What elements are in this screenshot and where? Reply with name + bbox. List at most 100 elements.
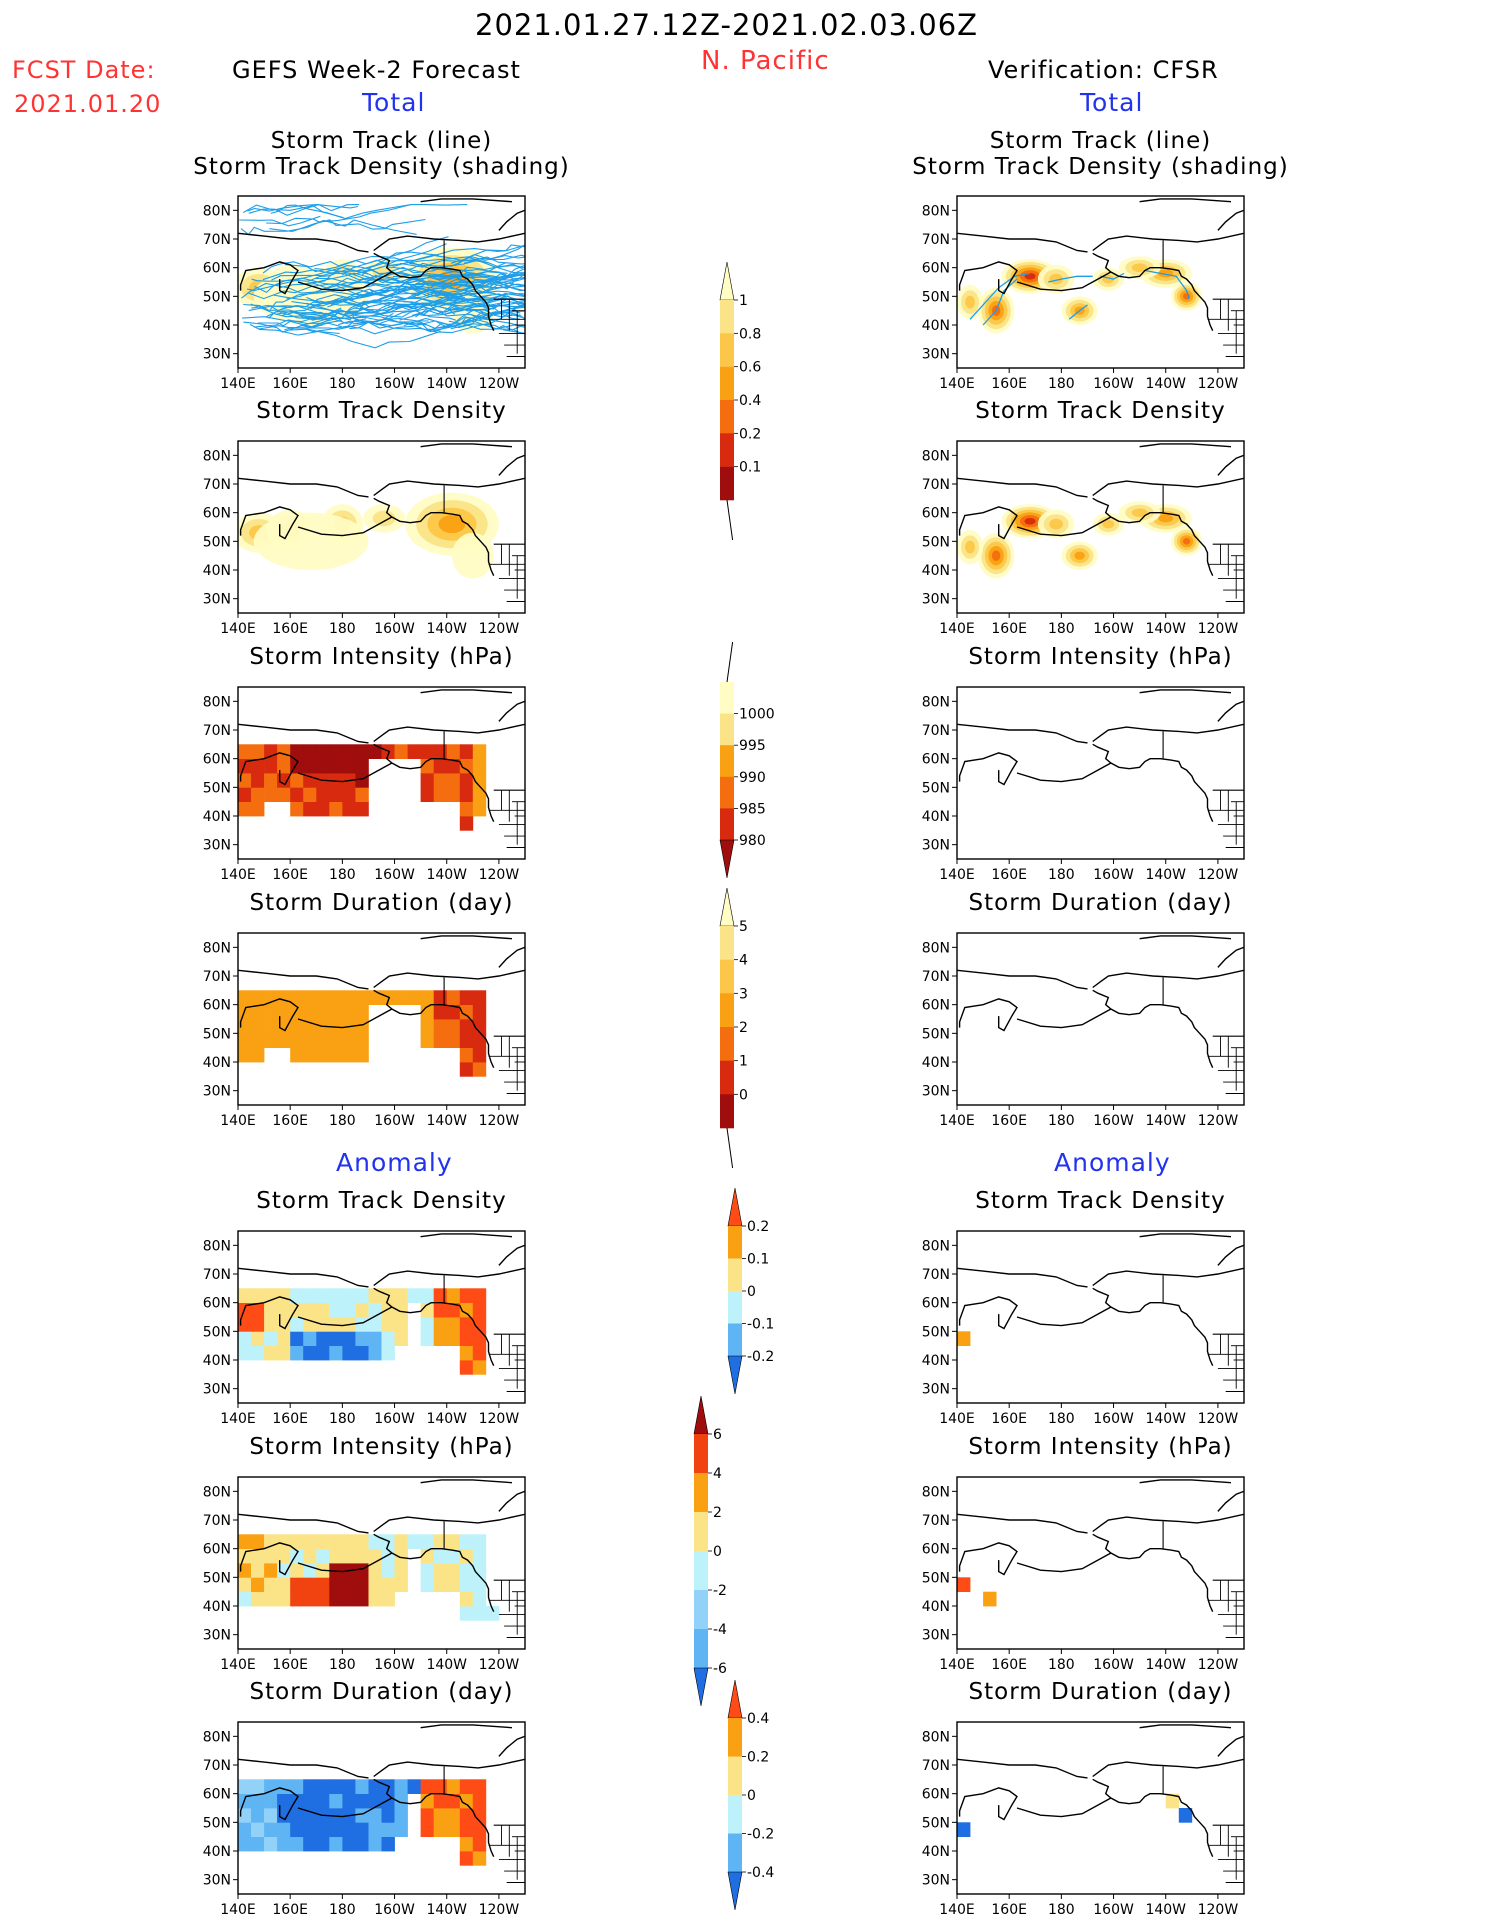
colorbar-swatch [720, 300, 734, 334]
grid-cell [303, 1047, 317, 1063]
colorbar-arrow-top [727, 1187, 743, 1227]
coastline-2 [1092, 1513, 1244, 1533]
grid-cell [446, 1004, 461, 1020]
panel-title: Storm Track (line) [271, 128, 492, 154]
storm-track-line [379, 244, 525, 267]
grid-cell [446, 1019, 461, 1034]
grid-cell [251, 1033, 265, 1048]
coastline-4 [1016, 1797, 1112, 1818]
lon-tick-label: 140W [1145, 1902, 1186, 1918]
lat-tick-label: 80N [203, 203, 231, 219]
grid-cell [446, 1288, 461, 1303]
lon-tick-label: 180 [1048, 1902, 1075, 1918]
grid-cell [485, 1606, 500, 1621]
grid-cell [368, 1288, 382, 1303]
grid-cell [303, 1288, 317, 1303]
grid-cell [342, 1779, 356, 1794]
grid-cell [238, 1822, 252, 1837]
coastline-1 [238, 232, 369, 253]
grid-cell [251, 1317, 265, 1332]
grid-cell [329, 1317, 343, 1332]
lon-tick-label: 140W [1145, 621, 1186, 637]
grid-cell [277, 1288, 291, 1303]
grid-cell [342, 1548, 356, 1564]
grid-cell [277, 1836, 291, 1852]
coastline-6 [1139, 935, 1232, 940]
grid-cell [355, 1836, 369, 1852]
grid-cell [329, 1577, 343, 1592]
map-frame [237, 440, 526, 614]
grid-cell [290, 1808, 304, 1823]
grid-cell [290, 1836, 304, 1852]
colorbar-swatch [720, 745, 734, 778]
storm-track-line [341, 257, 525, 276]
colorbar-swatch [694, 1551, 708, 1591]
grid-cell [277, 758, 291, 774]
storm-track-line [269, 289, 382, 310]
grid-cell [394, 744, 408, 759]
lat-tick-label: 80N [922, 1484, 950, 1500]
lon-tick-label: 180 [1048, 1113, 1075, 1129]
grid-cell [251, 990, 265, 1005]
grid-cell [238, 1288, 252, 1303]
lat-tick-label: 50N [203, 289, 231, 305]
grid-cell [329, 787, 343, 802]
storm-track-line [450, 255, 525, 264]
colorbar-swatch [694, 1590, 708, 1630]
grid-cell [303, 1577, 317, 1592]
coastline-4 [1016, 1306, 1112, 1327]
coastline-0 [958, 261, 1018, 295]
lat-tick-label: 30N [203, 1873, 231, 1889]
grid-cell [355, 1563, 369, 1578]
lon-tick-label: 140E [220, 1657, 256, 1673]
grid-cell [238, 1534, 252, 1549]
colorbar-label: 0.8 [739, 326, 761, 342]
lat-tick-label: 60N [922, 261, 950, 277]
grid-cell [355, 1822, 369, 1837]
grid-cell [329, 1779, 343, 1794]
grid-cell [459, 1793, 474, 1809]
coastline-2 [1092, 723, 1244, 743]
grid-cell [983, 1591, 997, 1607]
grid-cell [316, 1779, 330, 1794]
grid-cell [238, 1019, 252, 1034]
grid-cell [264, 1793, 278, 1809]
grid-cell [355, 773, 369, 788]
coastline-4 [1016, 1008, 1112, 1029]
grid-cell [238, 1317, 252, 1332]
lon-tick-label: 160W [1093, 376, 1134, 392]
map-panel-forecast-0: Storm Track (line)Storm Track Density (s… [193, 128, 568, 392]
lon-tick-label: 140E [220, 621, 256, 637]
storm-track-line [254, 277, 421, 297]
lon-tick-label: 160E [991, 1113, 1027, 1129]
coastline-3 [1092, 497, 1214, 576]
grid-cell [277, 1004, 291, 1020]
panel-content [957, 935, 1244, 1094]
grid-cell [329, 1302, 343, 1318]
map-frame [237, 686, 526, 860]
coastline-4 [297, 271, 393, 292]
colorbar-label: 0.1 [739, 460, 761, 476]
coastline-3 [1092, 1778, 1214, 1857]
storm-track-line [443, 264, 525, 286]
grid-cell [251, 758, 265, 774]
lat-tick-label: 70N [922, 232, 950, 248]
colorbar-label: 6 [713, 1427, 722, 1443]
lat-tick-label: 60N [203, 752, 231, 768]
storm-track-line [266, 204, 468, 225]
coastline-0 [239, 998, 299, 1032]
grid-cell [459, 1606, 474, 1621]
grid-cell [303, 773, 317, 788]
colorbar-arrow-bottom [727, 1355, 743, 1395]
colorbar-label: 0 [747, 1284, 756, 1300]
lon-tick-label: 140E [220, 867, 256, 883]
storm-track-line [289, 319, 379, 333]
grid-cell [472, 1822, 487, 1837]
coastline-0 [239, 1787, 299, 1821]
lon-tick-label: 140W [426, 1411, 467, 1427]
grid-cell [368, 1534, 382, 1549]
grid-cell [1165, 1793, 1180, 1809]
storm-track-line [453, 274, 525, 287]
storm-track-line [363, 271, 525, 290]
colorbar-label: -0.1 [747, 1317, 774, 1333]
